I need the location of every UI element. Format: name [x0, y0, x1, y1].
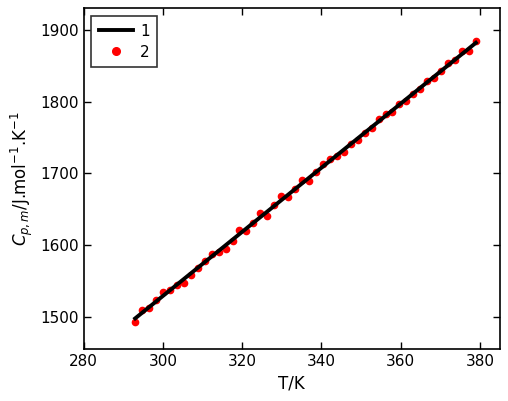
X-axis label: T/K: T/K [278, 375, 305, 393]
Y-axis label: $C_{p,m}$/J.mol$^{-1}$.K$^{-1}$: $C_{p,m}$/J.mol$^{-1}$.K$^{-1}$ [8, 111, 35, 246]
Legend: 1, 2: 1, 2 [91, 16, 157, 67]
